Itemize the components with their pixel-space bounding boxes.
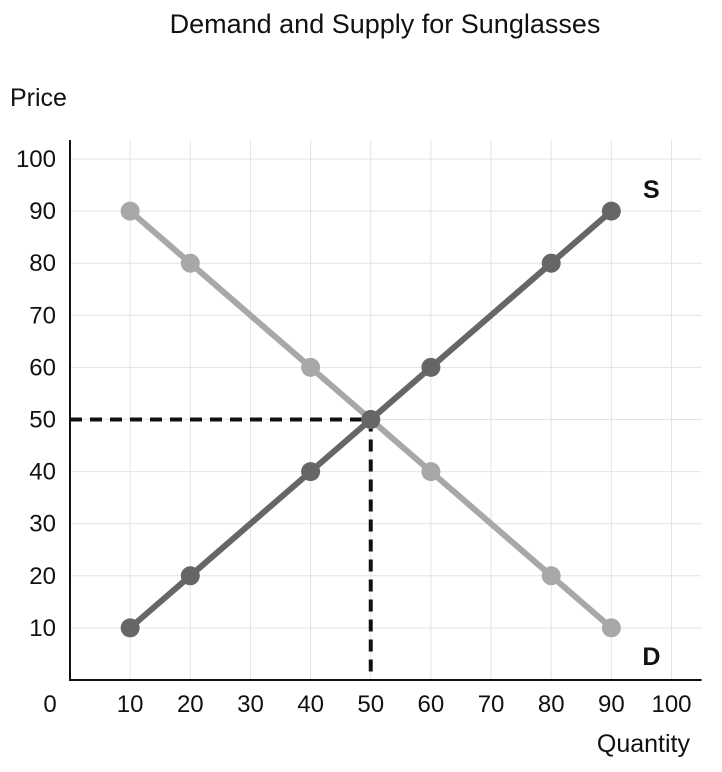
y-tick-label-100: 100 <box>16 146 56 173</box>
x-tick-label-40: 40 <box>297 691 324 718</box>
x-tick-label-90: 90 <box>598 691 625 718</box>
data-point-s-20-20 <box>180 566 200 586</box>
y-tick-label-10: 10 <box>29 615 56 642</box>
y-tick-label-20: 20 <box>29 563 56 590</box>
data-point-s-10-10 <box>120 618 140 638</box>
x-axis-label: Quantity <box>597 730 691 758</box>
x-tick-label-60: 60 <box>418 691 445 718</box>
chart-title: Demand and Supply for Sunglasses <box>170 9 601 39</box>
y-axis-label: Price <box>10 84 67 112</box>
x-tick-label-80: 80 <box>538 691 565 718</box>
data-point-s-40-40 <box>301 462 321 482</box>
data-point-s-90-90 <box>601 201 621 221</box>
x-tick-label-10: 10 <box>117 691 144 718</box>
grid-lines <box>70 139 702 680</box>
axes <box>69 139 702 681</box>
y-tick-label-70: 70 <box>29 302 56 329</box>
data-point-s-60-60 <box>421 357 441 377</box>
y-tick-label-60: 60 <box>29 354 56 381</box>
y-tick-label-50: 50 <box>29 407 56 434</box>
y-tick-label-90: 90 <box>29 198 56 225</box>
data-point-s-80-80 <box>541 253 561 273</box>
data-point-d-60-40 <box>421 462 441 482</box>
y-tick-label-30: 30 <box>29 511 56 538</box>
data-point-d-90-10 <box>601 618 621 638</box>
series <box>120 201 621 638</box>
series-s <box>120 201 621 638</box>
x-tick-label-20: 20 <box>177 691 204 718</box>
tick-labels: 0 10 20 30 40 50 60 70 80 90 100 10 20 30 40 50 60 70 80 90… <box>16 146 692 718</box>
data-point-d-80-20 <box>541 566 561 586</box>
x-tick-label-30: 30 <box>237 691 264 718</box>
data-point-s-50-50 <box>361 410 381 429</box>
x-tick-label-50: 50 <box>357 691 384 718</box>
x-tick-label-0: 0 <box>43 691 56 718</box>
x-tick-label-100: 100 <box>651 691 691 718</box>
data-point-d-40-60 <box>301 357 321 377</box>
curve-label-d: D <box>642 643 660 671</box>
y-tick-label-80: 80 <box>29 250 56 277</box>
x-tick-label-70: 70 <box>478 691 505 718</box>
equilibrium-guides <box>70 417 373 680</box>
data-point-d-10-90 <box>120 201 140 221</box>
curve-label-s: S <box>643 176 660 204</box>
curve-labels: DS <box>642 176 660 671</box>
y-tick-label-40: 40 <box>29 459 56 486</box>
data-point-d-20-80 <box>180 253 200 273</box>
